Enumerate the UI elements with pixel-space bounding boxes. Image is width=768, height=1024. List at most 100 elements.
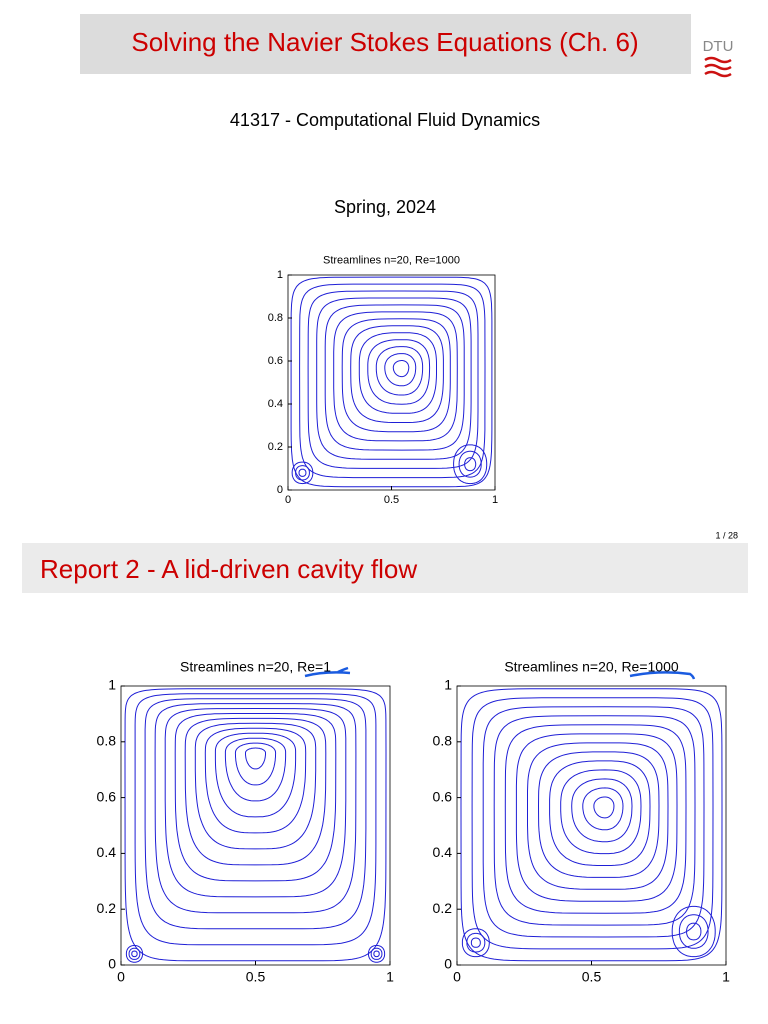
x-tick-label: 0.5 (384, 494, 399, 506)
y-tick-label: 0.2 (268, 441, 283, 453)
handwritten-underline (304, 666, 351, 678)
y-tick-label: 0.8 (268, 312, 283, 324)
x-tick-label: 1 (722, 968, 730, 984)
streamlines (124, 688, 387, 963)
streamline (295, 465, 310, 481)
streamline (124, 688, 387, 962)
streamline (375, 346, 424, 396)
y-tick-label: 1 (277, 269, 283, 281)
x-tick-label: 1 (386, 968, 394, 984)
streamline (571, 778, 633, 843)
y-tick-label: 0 (108, 956, 116, 972)
title-bar (22, 543, 748, 593)
streamline (194, 722, 317, 850)
course: 41317 - Computational Fluid Dynamics (230, 110, 540, 130)
streamline (128, 947, 141, 960)
streamline (164, 707, 347, 898)
streamline (527, 742, 669, 890)
y-tick-label: 1 (444, 677, 452, 693)
streamline (224, 737, 287, 802)
streamline (678, 914, 709, 949)
streamline (204, 727, 307, 834)
x-tick-label: 0.5 (246, 968, 266, 984)
logo-text: DTU (703, 38, 734, 55)
streamline (549, 760, 651, 866)
streamline (593, 796, 615, 819)
streamline (464, 457, 477, 472)
y-tick-label: 0.6 (433, 788, 453, 804)
x-tick-label: 0 (117, 968, 125, 984)
streamline (460, 688, 723, 962)
streamline (582, 787, 624, 831)
streamline (324, 304, 465, 451)
slide-title: Solving the Navier Stokes Equations (Ch.… (131, 27, 638, 57)
streamline (245, 747, 266, 770)
streamline (461, 928, 490, 958)
y-tick-label: 0.4 (97, 844, 117, 860)
streamline (316, 297, 472, 460)
streamline (214, 732, 297, 818)
figure-title: Streamlines n=20, Re=1000 (323, 255, 460, 267)
x-tick-label: 0 (453, 968, 461, 984)
streamlines (460, 688, 723, 962)
streamline (458, 450, 482, 478)
streamline (131, 950, 138, 958)
streamline (373, 950, 380, 958)
streamline (358, 332, 437, 414)
streamline (298, 468, 307, 477)
streamline (453, 444, 488, 485)
streamline (370, 947, 383, 960)
streamline (341, 318, 451, 433)
page-number: 1 / 28 (715, 530, 738, 540)
streamline (291, 461, 314, 485)
title-bar (80, 14, 691, 74)
y-tick-label: 0.6 (268, 355, 283, 367)
streamline (537, 751, 660, 878)
y-tick-label: 0 (277, 484, 283, 496)
y-tick-label: 0.4 (433, 844, 453, 860)
streamline (368, 945, 386, 963)
streamline (299, 283, 486, 479)
streamline (333, 311, 458, 442)
streamline (671, 905, 716, 958)
streamline (125, 945, 143, 963)
streamline (234, 742, 277, 786)
streamlines (290, 276, 493, 488)
y-tick-label: 0.2 (97, 900, 117, 916)
streamline (470, 937, 481, 948)
streamline (174, 713, 337, 882)
streamline (515, 733, 678, 902)
streamline (471, 697, 714, 950)
y-tick-label: 1 (108, 677, 116, 693)
figure-title: Streamlines n=20, Re=1 (180, 659, 331, 675)
streamline (384, 353, 417, 387)
streamline (154, 703, 357, 914)
streamline (290, 276, 493, 488)
figure-title: Streamlines n=20, Re=1000 (504, 659, 679, 675)
x-tick-label: 1 (492, 494, 498, 506)
logo-waves (704, 56, 732, 78)
y-tick-label: 0.6 (97, 788, 117, 804)
x-tick-label: 0 (285, 494, 291, 506)
handwritten-underline (629, 671, 696, 680)
streamline (392, 360, 410, 378)
y-tick-label: 0.8 (97, 733, 117, 749)
streamline (184, 717, 327, 866)
slide-title: Report 2 - A lid-driven cavity flow (40, 554, 417, 584)
streamline (493, 715, 696, 926)
y-tick-label: 0 (444, 956, 452, 972)
y-tick-label: 0.2 (433, 900, 453, 916)
y-tick-label: 0.4 (268, 398, 283, 410)
y-tick-label: 0.8 (433, 733, 453, 749)
streamline (350, 325, 444, 423)
x-tick-label: 0.5 (582, 968, 602, 984)
streamline (134, 693, 377, 946)
term: Spring, 2024 (334, 197, 436, 217)
streamline (504, 724, 687, 914)
streamline (466, 932, 486, 953)
streamline (685, 922, 702, 941)
streamline (560, 769, 642, 855)
